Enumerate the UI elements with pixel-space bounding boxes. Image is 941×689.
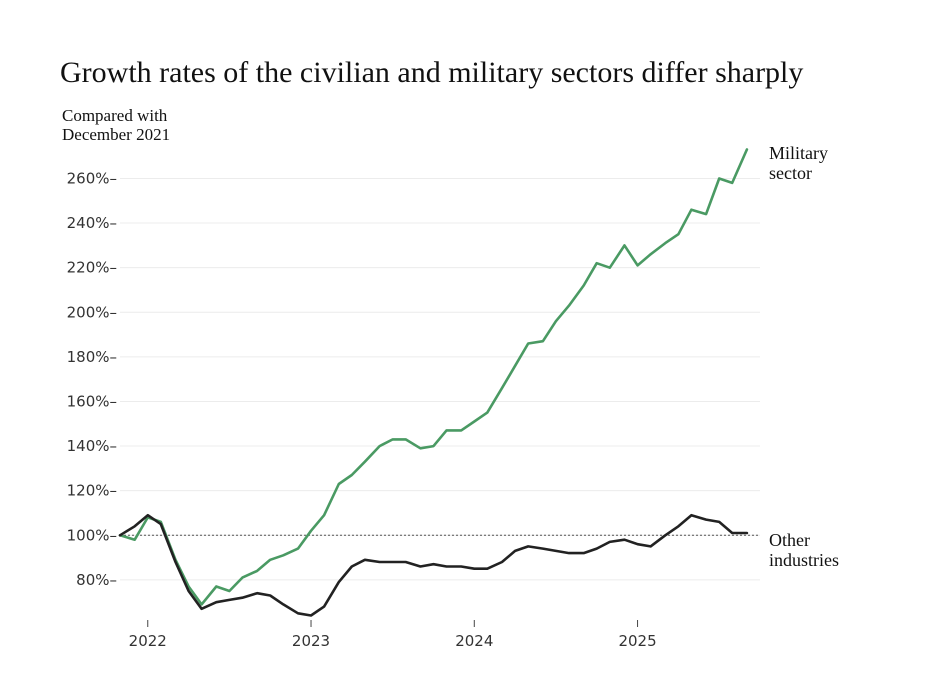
series-label-military-line2: sector bbox=[769, 163, 812, 183]
series-label-other-line2: industries bbox=[769, 550, 839, 570]
x-tick-label: 2025 bbox=[618, 632, 656, 650]
x-tick-label: 2023 bbox=[292, 632, 330, 650]
y-tick-label: 180%– bbox=[67, 348, 117, 366]
y-tick-label: 240%– bbox=[67, 214, 117, 232]
y-tick-label: 120%– bbox=[67, 482, 117, 500]
y-tick-label: 160%– bbox=[67, 392, 117, 410]
series-label-military-line1: Military bbox=[769, 143, 828, 163]
y-tick-label: 140%– bbox=[67, 437, 117, 455]
y-tick-label: 80%– bbox=[76, 571, 117, 589]
y-axis-note: Compared with December 2021 bbox=[62, 106, 171, 144]
x-tick-label: 2022 bbox=[129, 632, 167, 650]
y-tick-label: 100%– bbox=[67, 526, 117, 544]
y-tick-label: 220%– bbox=[67, 259, 117, 277]
y-tick-label: 260%– bbox=[67, 169, 117, 187]
series-line-other-industries bbox=[118, 513, 749, 617]
series-label-other: Other industries bbox=[769, 530, 839, 570]
chart-title: Growth rates of the civilian and militar… bbox=[60, 56, 804, 89]
x-tick-label: 2024 bbox=[455, 632, 493, 650]
series-label-military: Military sector bbox=[769, 143, 828, 183]
series-label-other-line1: Other bbox=[769, 530, 810, 550]
y-tick-label: 200%– bbox=[67, 303, 117, 321]
series-line-military bbox=[118, 148, 749, 606]
